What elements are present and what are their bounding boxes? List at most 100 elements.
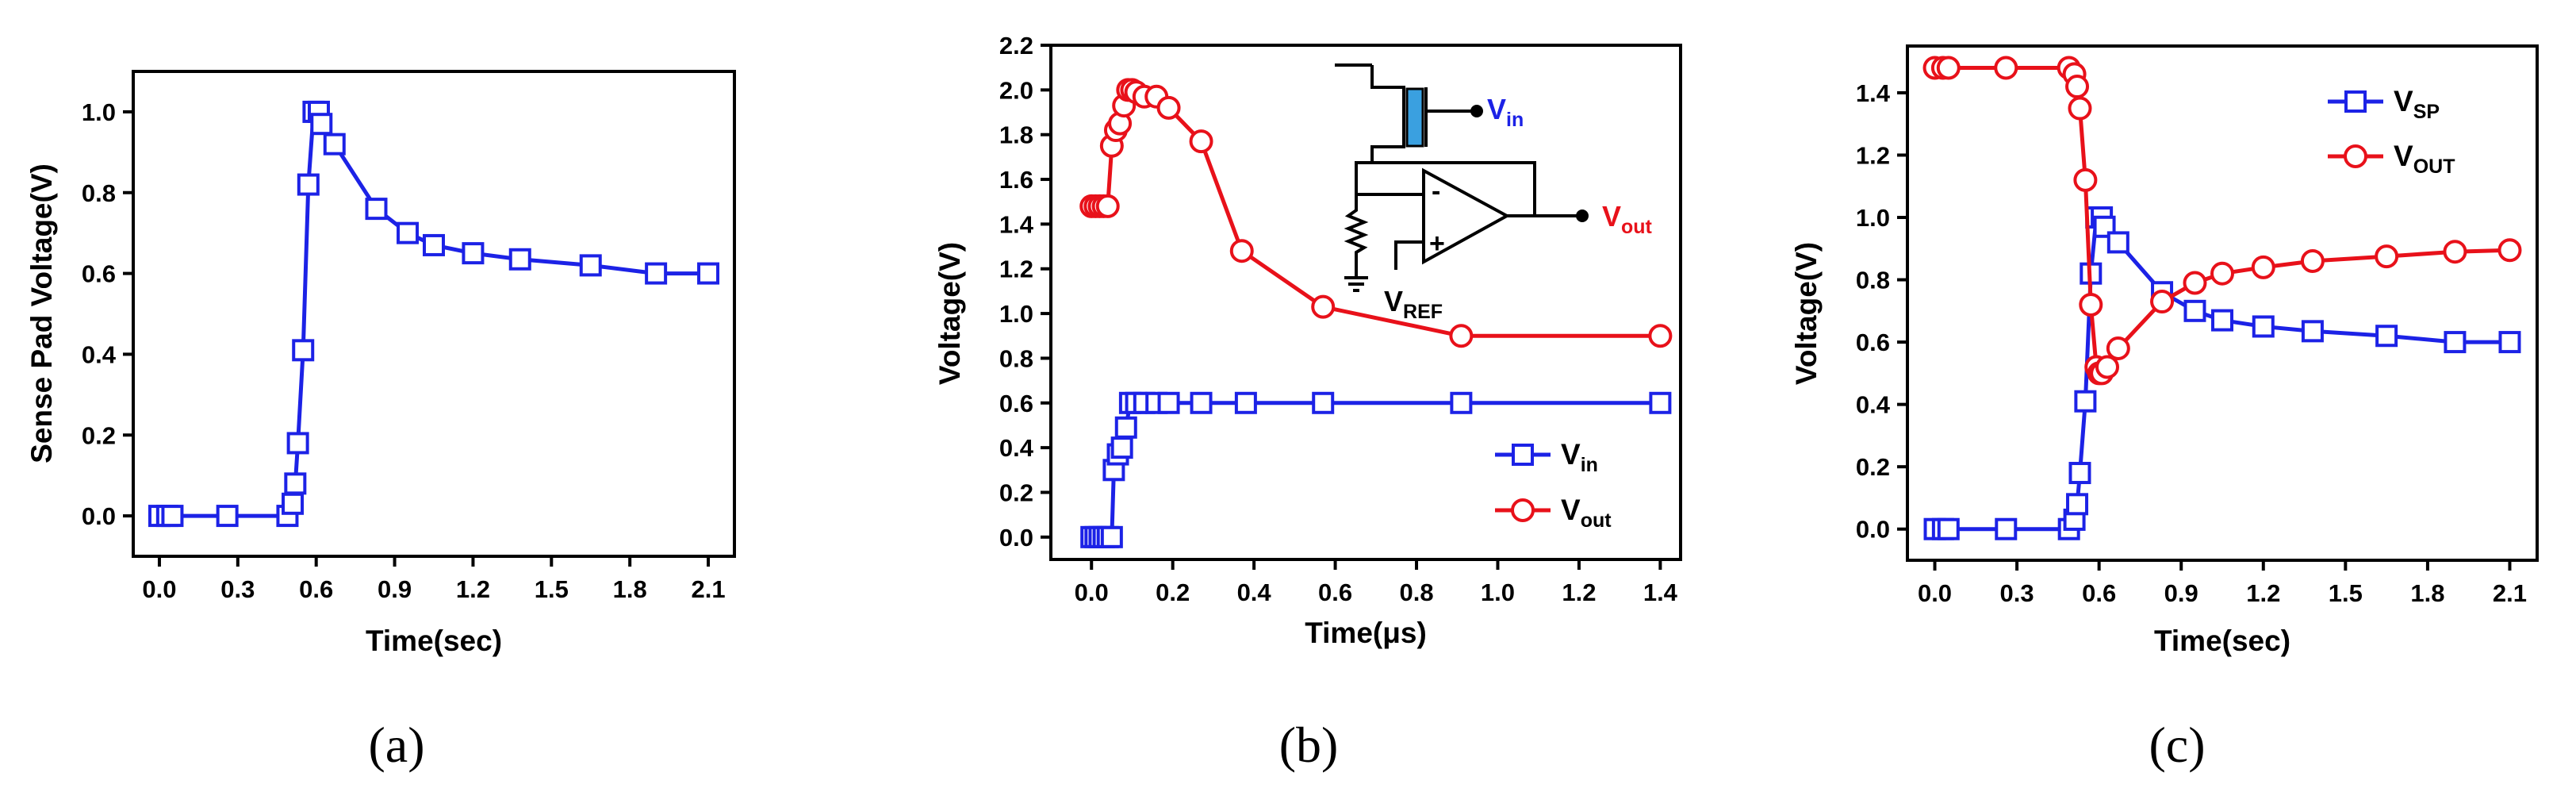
panel-c-xtick-label: 2.1 <box>2493 579 2527 607</box>
inset-label-vin: Vin <box>1487 93 1524 131</box>
panel-b-series-blue-point <box>1450 391 1473 414</box>
panel-c-xtick-label: 1.5 <box>2329 579 2363 607</box>
panel-c-ytick-label: 1.2 <box>1856 141 1890 169</box>
panel-c-series-blue-point <box>2375 325 2398 348</box>
panel-b-xlabel: Time(μs) <box>1305 617 1427 649</box>
panel-b: 0.0 0.2 0.4 0.6 0.8 1.0 1.2 1.4 0.0 0.2 0.4 0.6 0.8 1… <box>933 32 1682 773</box>
circuit-sense-gate <box>1424 87 1477 147</box>
panel-a-ylabel: Sense Pad Voltage(V) <box>25 163 58 463</box>
panel-b-series-red-point <box>1311 294 1336 319</box>
panel-a-xlabel: Time(sec) <box>366 625 502 657</box>
panel-a-xtick-label: 1.5 <box>535 575 569 603</box>
panel-c-series-red-point <box>2300 248 2325 273</box>
panel-c-series-red-point <box>2150 290 2175 314</box>
panel-a-ytick-label: 0.4 <box>82 340 117 368</box>
panel-b-ytick-label: 1.0 <box>999 300 1033 328</box>
panel-b-series-blue-point <box>1234 391 1257 414</box>
panel-c-series-red-point <box>1936 56 1961 80</box>
panel-a-xtick-label: 0.3 <box>220 575 255 603</box>
panel-a-xtick-label: 0.0 <box>142 575 176 603</box>
panel-b-ytick-label: 2.0 <box>999 76 1033 104</box>
panel-c-series-red-point <box>2095 355 2120 379</box>
panel-b-ytick-label: 1.2 <box>999 256 1033 283</box>
circuit-opamp-minus: - <box>1432 176 1440 206</box>
panel-a-ytick-label: 1.0 <box>82 98 116 126</box>
panel-a-series-blue-point <box>161 505 184 528</box>
panel-c-ytick-label: 1.0 <box>1856 204 1890 232</box>
panel-b-ytick-label: 1.8 <box>999 121 1033 149</box>
panel-c-xtick-label: 0.0 <box>1918 579 1952 607</box>
panel-a-ticks: 0.0 0.3 0.6 0.9 1.2 1.5 1.8 2.1 0.0 0.2 0.4 0.6 0.8 1… <box>82 98 726 603</box>
panel-c-series-red-point <box>2443 240 2467 264</box>
panel-b-series <box>1079 78 1673 548</box>
panel-b-series-red-point <box>1229 239 1254 263</box>
inset-label-vout: Vout <box>1602 200 1653 238</box>
panel-b-xtick-label: 0.6 <box>1318 579 1352 606</box>
panel-b-ytick-label: 0.4 <box>999 434 1034 462</box>
panel-b-series-red-point <box>1156 95 1181 120</box>
panel-c-series-red-point <box>2375 244 2399 269</box>
panel-b-ytick-label: 0.8 <box>999 344 1033 372</box>
panel-c-series-blue-point <box>2301 320 2324 343</box>
panel-a-ytick-label: 0.0 <box>82 502 116 530</box>
panel-b-label: (b) <box>1279 717 1339 773</box>
panel-a-series-blue-point <box>323 133 346 156</box>
panel-a-ytick-label: 0.6 <box>82 260 116 288</box>
panel-c-series-red-point <box>2251 255 2275 279</box>
circuit-opamp <box>1422 167 1511 265</box>
circuit-sense-pad <box>1405 87 1424 148</box>
panel-c-xtick-label: 0.3 <box>2000 579 2034 607</box>
panel-c-ylabel: Voltage(V) <box>1790 242 1823 385</box>
panel-b-ytick-label: 0.6 <box>999 390 1033 417</box>
panel-a-xtick-label: 0.9 <box>378 575 412 603</box>
panel-b-ytick-label: 1.6 <box>999 166 1033 194</box>
panel-a-series-blue-point <box>297 173 320 196</box>
legend-c-vsp-marker <box>2344 90 2367 113</box>
panel-c-ytick-label: 0.2 <box>1856 453 1890 481</box>
panel-c-series <box>1922 56 2522 540</box>
panel-a-series-blue-point <box>645 262 668 285</box>
panel-a-series-blue-point <box>697 262 720 285</box>
panel-c-series-red-point <box>2065 75 2090 99</box>
panel-a-xtick-label: 1.8 <box>613 575 647 603</box>
circuit-vout-node <box>1576 209 1589 222</box>
panel-b-xtick-label: 0.8 <box>1399 579 1433 606</box>
panel-c-legend: VSP VOUT <box>2328 85 2455 178</box>
panel-c-series-red-point <box>2210 261 2234 286</box>
legend-c-vout-marker <box>2344 144 2367 168</box>
panel-c-series-red-point <box>1994 56 2018 80</box>
panel-c-series-blue-point <box>2498 331 2521 354</box>
panel-c-series-blue-point <box>2444 331 2467 354</box>
panel-a-xtick-label: 0.6 <box>299 575 333 603</box>
panel-c-series-blue-point <box>1937 517 1960 540</box>
panel-c-ytick-label: 0.8 <box>1856 267 1890 294</box>
panel-b-series-blue-point <box>1110 436 1133 459</box>
panel-b-series-blue-point <box>1649 391 1672 414</box>
panel-b-ytick-label: 0.2 <box>999 479 1033 506</box>
panel-a-series-blue-point <box>284 472 307 495</box>
panel-b-legend: Vin Vout <box>1495 438 1612 532</box>
panel-c-series-blue-point <box>2252 315 2275 338</box>
panel-c-series-red-point <box>2497 238 2522 263</box>
panel-c-ytick-label: 0.6 <box>1856 329 1890 356</box>
panel-b-ytick-label: 1.4 <box>999 210 1034 238</box>
panel-b-series-red-line <box>1091 87 1661 338</box>
panel-c-series-blue-point <box>2183 299 2206 322</box>
panel-b-series-blue-point <box>1100 525 1123 548</box>
panel-c-ytick-label: 0.4 <box>1856 391 1891 419</box>
panel-c-xlabel: Time(sec) <box>2154 625 2290 657</box>
panel-a-ytick-label: 0.8 <box>82 179 116 207</box>
panel-c-series-blue-point <box>2074 390 2097 413</box>
panel-b-xtick-label: 0.4 <box>1237 579 1272 606</box>
panel-b-series-red-point <box>1449 324 1474 348</box>
panel-b-series-red-point <box>1648 324 1673 348</box>
legend-b-vout-label: Vout <box>1561 494 1612 532</box>
panel-c-series-red-point <box>2073 167 2098 192</box>
panel-a-series-blue-point <box>292 339 315 362</box>
panel-a-series-blue-point <box>397 221 420 244</box>
panel-a-series-blue-point <box>216 505 239 528</box>
panel-b-xtick-label: 1.2 <box>1562 579 1596 606</box>
panel-a-xtick-label: 1.2 <box>456 575 490 603</box>
panel-b-ytick-label: 2.2 <box>999 32 1033 60</box>
